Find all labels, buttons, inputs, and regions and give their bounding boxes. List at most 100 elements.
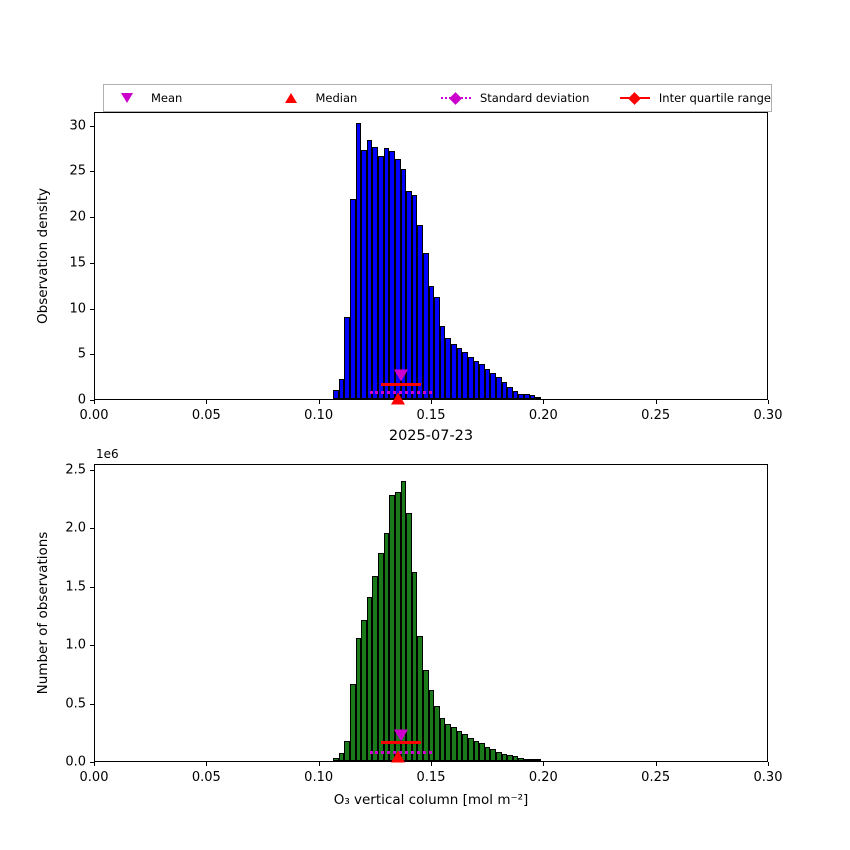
y-axis-tick bbox=[90, 762, 94, 763]
histogram-bar bbox=[456, 347, 463, 399]
histogram-bar bbox=[451, 344, 457, 399]
y-axis-tick-label: 0 bbox=[77, 392, 86, 408]
histogram-bar bbox=[501, 381, 508, 399]
chart-legend: Mean Median Standard deviation Inter qua… bbox=[103, 84, 772, 112]
histogram-bar bbox=[524, 394, 530, 399]
x-axis-tick bbox=[768, 762, 769, 766]
x-axis-tick-label: 0.30 bbox=[753, 770, 783, 785]
y-axis-tick bbox=[90, 586, 94, 588]
x-axis-tick bbox=[431, 400, 432, 404]
y-axis-offset-text: 1e6 bbox=[96, 447, 119, 461]
histogram-bar bbox=[378, 552, 384, 761]
legend-label-inter-quartile-range: Inter quartile range bbox=[658, 91, 771, 105]
histogram-bar bbox=[535, 397, 541, 399]
triangle-down-icon bbox=[112, 89, 142, 107]
y-axis-tick-label: 0.5 bbox=[65, 696, 86, 712]
y-axis-tick-label: 1.0 bbox=[65, 637, 86, 653]
legend-entry-inter-quartile-range: Inter quartile range bbox=[619, 85, 771, 111]
histogram-bar bbox=[462, 734, 468, 761]
statistics-overlay-bottom bbox=[95, 465, 767, 763]
x-axis-tick bbox=[431, 762, 432, 766]
x-axis-tick bbox=[206, 762, 208, 766]
x-axis-tick-label: 0.00 bbox=[79, 770, 109, 785]
histogram-bar bbox=[338, 752, 345, 761]
histogram-bar bbox=[490, 749, 497, 761]
x-axis-tick bbox=[543, 400, 545, 404]
y-axis-tick bbox=[90, 308, 94, 310]
histogram-bar bbox=[338, 378, 345, 399]
y-axis-label-top: Observation density bbox=[35, 188, 51, 324]
x-axis-label: O₃ vertical column [mol m⁻²] bbox=[333, 792, 529, 808]
histogram-bar bbox=[417, 635, 423, 761]
x-axis-tick-label: 0.25 bbox=[641, 770, 671, 785]
x-axis-tick bbox=[543, 762, 545, 766]
std-range-line bbox=[369, 390, 433, 394]
x-axis-tick-label: 0.15 bbox=[416, 770, 446, 785]
mean-marker bbox=[393, 369, 408, 401]
histogram-bar bbox=[484, 746, 491, 761]
chart-observation-density bbox=[94, 112, 768, 405]
x-axis-tick-label: 0.25 bbox=[641, 408, 671, 423]
histogram-bar bbox=[462, 352, 468, 399]
histogram-bar bbox=[507, 755, 513, 761]
histogram-bar bbox=[473, 741, 480, 761]
histogram-bar bbox=[484, 368, 491, 399]
x-axis-tick-label: 0.20 bbox=[528, 408, 558, 423]
histogram-bar bbox=[344, 316, 350, 399]
histogram-bar bbox=[434, 706, 440, 761]
histogram-bar bbox=[383, 533, 390, 761]
std-range-line bbox=[369, 751, 433, 755]
histogram-bar bbox=[423, 252, 429, 399]
histogram-bar bbox=[439, 325, 446, 399]
legend-entry-mean: Mean bbox=[104, 85, 276, 111]
plot-area-top bbox=[95, 113, 767, 399]
x-axis-tick bbox=[768, 400, 769, 404]
histogram-bar bbox=[333, 389, 339, 399]
histogram-bar bbox=[400, 168, 407, 399]
histogram-bar bbox=[512, 390, 519, 399]
y-axis-tick bbox=[90, 400, 94, 401]
y-axis-tick bbox=[90, 528, 94, 530]
x-axis-tick bbox=[94, 762, 95, 766]
histogram-bar bbox=[411, 195, 418, 399]
histogram-bar bbox=[355, 122, 362, 399]
histogram-bar bbox=[451, 727, 457, 761]
histogram-bar bbox=[507, 387, 513, 399]
y-axis-tick-label: 30 bbox=[69, 118, 86, 134]
histogram-bar bbox=[479, 743, 485, 761]
histogram-bar bbox=[349, 198, 356, 399]
chart-subtitle: 2025-07-23 bbox=[388, 428, 474, 444]
x-axis-tick-label: 0.10 bbox=[304, 770, 334, 785]
y-axis-tick-label: 0.0 bbox=[65, 754, 86, 770]
y-axis-tick bbox=[90, 469, 94, 471]
y-axis-tick bbox=[90, 125, 94, 127]
histogram-bar bbox=[349, 683, 356, 761]
histogram-bar bbox=[406, 190, 412, 399]
y-axis-tick bbox=[90, 703, 94, 705]
mean-marker bbox=[393, 729, 408, 761]
y-axis-tick-label: 25 bbox=[69, 163, 86, 179]
x-axis-tick bbox=[655, 762, 657, 766]
histogram-bar bbox=[479, 364, 485, 399]
y-axis-tick-label: 15 bbox=[69, 255, 86, 271]
chart-number-of-observations bbox=[94, 464, 768, 763]
y-axis-tick bbox=[90, 354, 94, 356]
histogram-bar bbox=[366, 597, 373, 761]
histogram-bar bbox=[496, 751, 502, 761]
histogram-bar bbox=[501, 754, 508, 761]
y-axis-tick-label: 20 bbox=[69, 209, 86, 225]
x-axis-tick bbox=[206, 400, 208, 404]
x-axis-tick-label: 0.20 bbox=[528, 770, 558, 785]
legend-label-median: Median bbox=[315, 91, 358, 105]
legend-label-mean: Mean bbox=[151, 91, 183, 105]
x-axis-tick bbox=[318, 762, 320, 766]
histogram-bar bbox=[355, 638, 362, 761]
histogram-bar bbox=[518, 757, 525, 761]
histogram-bar bbox=[366, 140, 373, 399]
histogram-bar bbox=[411, 571, 418, 761]
histogram-bar bbox=[524, 758, 530, 761]
histogram-bar bbox=[400, 480, 407, 761]
legend-label-standard-deviation: Standard deviation bbox=[479, 91, 590, 105]
histogram-bar bbox=[378, 155, 384, 399]
